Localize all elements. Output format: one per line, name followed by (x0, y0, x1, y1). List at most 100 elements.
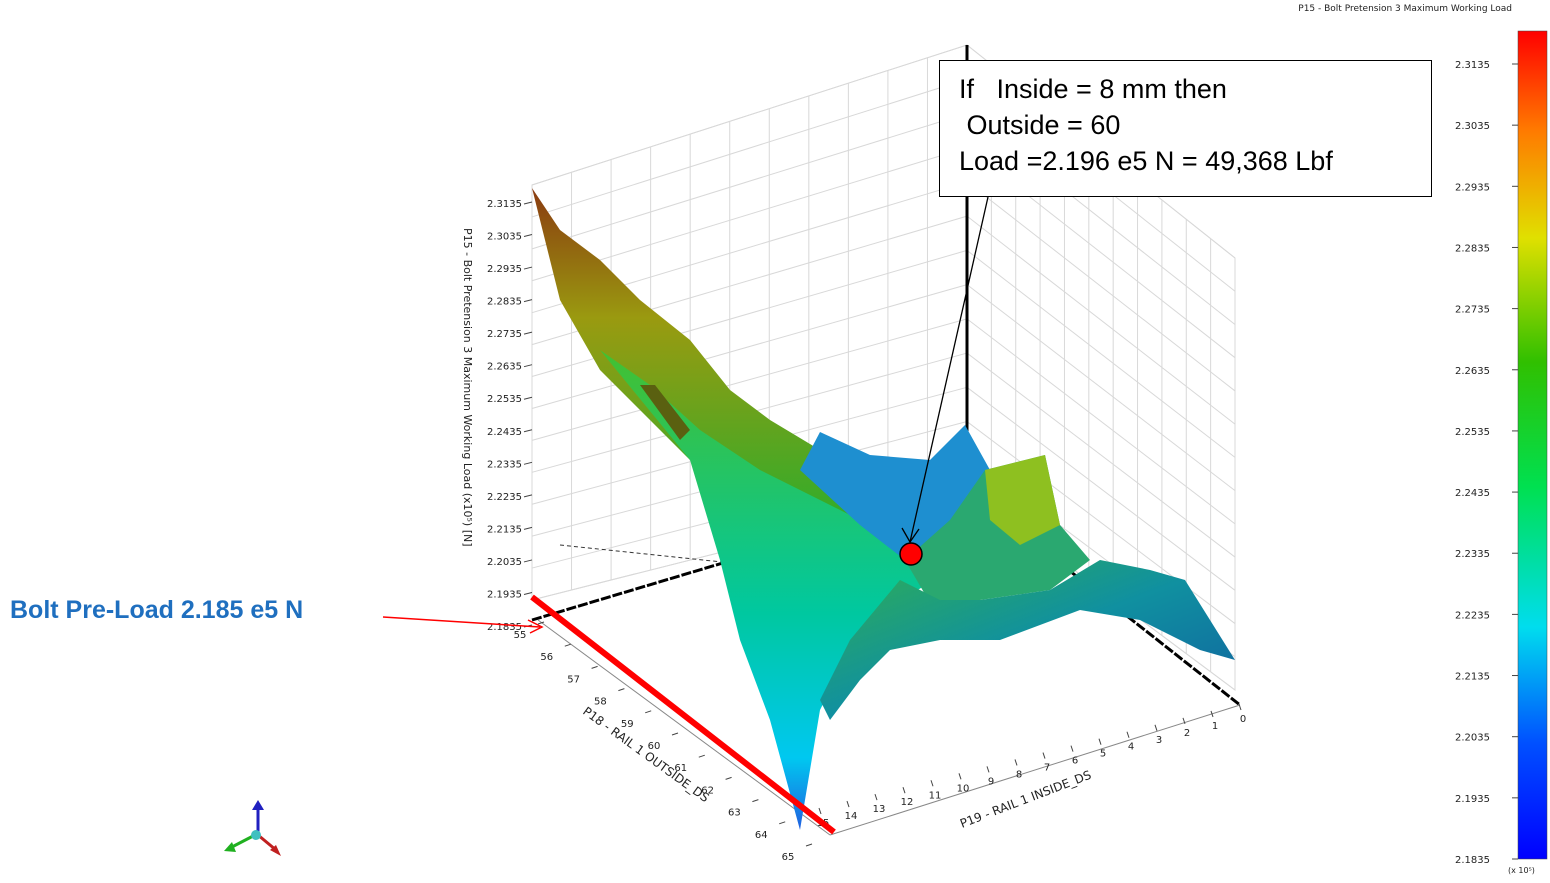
colorbar-unit: (x 10⁵) (1508, 866, 1535, 875)
surface-patch-front-valley (600, 350, 935, 830)
x-tick-label: 56 (540, 652, 553, 663)
x-axis-ticks: 55 56 57 58 59 60 61 62 63 64 65 (514, 621, 813, 863)
colorbar-tick-label: 2.2235 (1455, 610, 1490, 621)
y-tick-label: 8 (1016, 769, 1022, 780)
colorbar-tick-label: 2.3035 (1455, 121, 1490, 132)
z-tick-mark (523, 266, 533, 270)
surface-mesh (532, 188, 1235, 830)
z-tick-label: 2.1835 (487, 622, 522, 633)
y-tick-label: 4 (1128, 742, 1134, 753)
y-tick-mark (958, 773, 962, 780)
z-tick-label: 2.2335 (487, 459, 522, 470)
y-tick-mark (1126, 731, 1130, 738)
surface-patch-right-slope (820, 560, 1235, 720)
x-tick-mark (564, 643, 571, 647)
colorbar-tick-label: 2.3135 (1455, 60, 1490, 71)
y-tick-label: 14 (845, 811, 858, 822)
x-tick-mark (725, 776, 732, 780)
x-tick-mark (537, 621, 545, 625)
x-tick-label: 58 (594, 697, 607, 708)
z-tick-mark (523, 591, 533, 595)
x-tick-label: 62 (701, 785, 714, 796)
z-tick-mark (523, 396, 533, 400)
x-tick-label: 57 (567, 674, 580, 685)
y-axis-label: P19 - RAIL 1 INSIDE_DS (958, 768, 1093, 831)
note-line-3: Load =2.196 e5 N = 49,368 Lbf (959, 146, 1333, 176)
preload-label: Bolt Pre-Load 2.185 e5 N (10, 596, 304, 624)
y-tick-mark (1014, 759, 1018, 766)
y-tick-mark (1098, 738, 1102, 745)
y-tick-mark (1070, 745, 1074, 752)
z-tick-mark (523, 299, 533, 303)
x-tick-mark (671, 732, 679, 736)
y-tick-label: 12 (901, 797, 914, 808)
colorbar-tick-label: 2.2435 (1455, 488, 1490, 499)
y-tick-label: 5 (1100, 749, 1106, 760)
x-tick-mark (591, 665, 598, 669)
y-tick-mark (902, 787, 906, 794)
preload-pointer (382, 616, 541, 628)
orientation-triad-icon (224, 800, 281, 856)
colorbar-tick-label: 2.2735 (1455, 305, 1490, 316)
z-tick-mark (523, 461, 533, 465)
y-tick-mark (818, 807, 822, 815)
y-tick-label: 0 (1240, 714, 1246, 725)
colorbar-tick-label: 2.2035 (1455, 733, 1490, 744)
y-tick-mark (846, 800, 850, 808)
surface-patch-shadow (640, 385, 690, 440)
z-tick-label: 2.1935 (487, 589, 522, 600)
z-tick-label: 2.2635 (487, 362, 522, 373)
y-tick-label: 3 (1156, 735, 1162, 746)
colorbar-tick-label: 2.1835 (1455, 855, 1490, 866)
z-tick-mark (523, 559, 533, 563)
colorbar-tick-label: 2.2835 (1455, 243, 1490, 254)
y-tick-mark (1238, 703, 1242, 711)
y-tick-label: 11 (929, 790, 942, 801)
y-tick-label: 1 (1212, 721, 1218, 732)
z-tick-label: 2.2235 (487, 492, 522, 503)
z-tick-label: 2.2535 (487, 394, 522, 405)
colorbar-tick-label: 2.2635 (1455, 366, 1490, 377)
z-tick-mark (523, 494, 533, 498)
z-tick-label: 2.2135 (487, 524, 522, 535)
x-tick-label: 63 (728, 808, 741, 819)
z-tick-mark (523, 234, 533, 238)
note-line-2: Outside = 60 (959, 110, 1121, 140)
colorbar-ticks: 2.3135 2.3035 2.2935 2.2835 2.2735 2.2635 2.25… (1455, 60, 1518, 866)
colorbar (1517, 30, 1548, 860)
x-tick-mark (618, 688, 625, 692)
y-tick-label: 2 (1184, 728, 1190, 739)
z-tick-mark (523, 429, 533, 433)
z-tick-label: 2.3135 (487, 199, 522, 210)
z-axis-label: P15 - Bolt Pretension 3 Maximum Working … (461, 228, 474, 547)
surface-patch-peak (985, 455, 1060, 545)
colorbar-tick-label: 2.2535 (1455, 427, 1490, 438)
x-tick-mark (805, 843, 813, 847)
x-tick-label: 55 (514, 630, 527, 641)
colorbar-tick-label: 2.2335 (1455, 549, 1490, 560)
x-tick-mark (698, 754, 705, 758)
z-tick-mark (523, 331, 533, 335)
note-arrowhead (901, 527, 920, 544)
x-tick-label: 65 (782, 852, 795, 863)
z-tick-label: 2.3035 (487, 232, 522, 243)
x-tick-label: 59 (621, 719, 634, 730)
y-tick-mark (1154, 724, 1158, 731)
z-tick-label: 2.2735 (487, 329, 522, 340)
z-tick-label: 2.2035 (487, 557, 522, 568)
x-tick-label: 60 (648, 741, 661, 752)
y-tick-mark (930, 780, 934, 787)
x-tick-label: 61 (674, 763, 687, 774)
y-tick-mark (1182, 717, 1186, 725)
colorbar-tick-label: 2.1935 (1455, 794, 1490, 805)
note-arrow (909, 196, 989, 543)
preload-line (530, 594, 836, 835)
z-tick-mark (523, 364, 533, 368)
x-tick-mark (645, 710, 652, 714)
x-tick-mark (752, 799, 759, 803)
y-tick-mark (874, 793, 878, 801)
preload-arrowhead (527, 619, 544, 634)
z-tick-label: 2.2835 (487, 297, 522, 308)
